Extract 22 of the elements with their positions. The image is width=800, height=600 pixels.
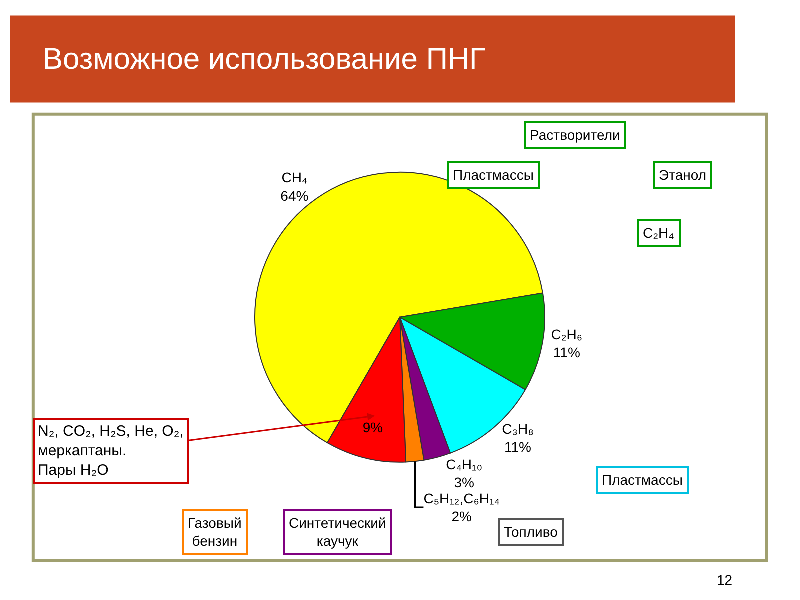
- data-label: 3%: [454, 474, 474, 491]
- slice-label: C₂H₆: [551, 326, 583, 343]
- text: Газовый бензин: [188, 515, 242, 550]
- slice-label: C₅H₁₂,C₆H₁₄: [424, 490, 500, 507]
- text: Этанол: [659, 167, 706, 183]
- chart-title: Возможное использование ПНГ: [43, 43, 486, 76]
- data-label: 11%: [553, 344, 580, 361]
- data-label: 64%: [280, 188, 309, 204]
- data-label: 2%: [452, 508, 472, 525]
- text: C₂H₄: [643, 225, 675, 241]
- text: Топливо: [504, 524, 558, 540]
- text: 12: [717, 572, 733, 588]
- slice-label: C₃H₈: [502, 421, 534, 438]
- text: Пластмассы: [602, 472, 683, 488]
- slice-label: N₂, CO₂, H₂S, He, O₂,меркаптаны. Пары H₂O: [38, 423, 184, 479]
- data-label: 9%: [362, 420, 384, 436]
- data-label: 11%: [504, 439, 532, 456]
- text: Синтетический каучук: [289, 515, 386, 550]
- text: Растворители: [530, 127, 620, 143]
- slice-label: C₄H₁₀: [446, 456, 483, 472]
- text: Пластмассы: [453, 167, 534, 183]
- slice-label: CH₄: [282, 170, 308, 186]
